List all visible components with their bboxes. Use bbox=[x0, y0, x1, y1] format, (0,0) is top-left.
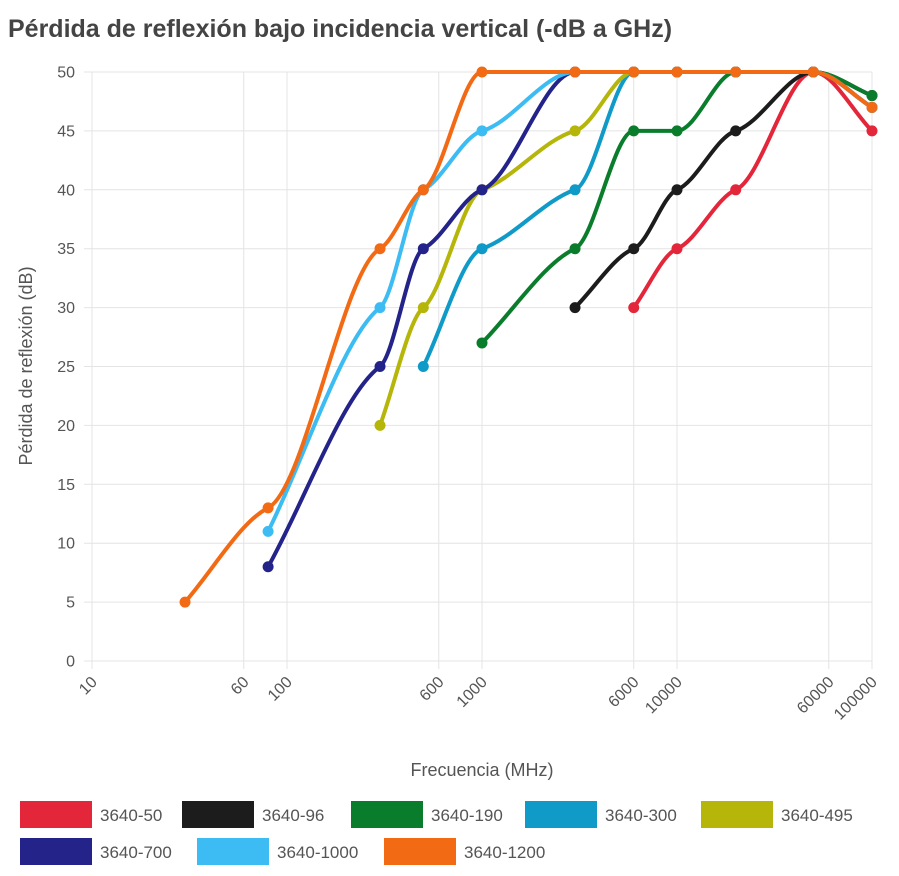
data-point[interactable] bbox=[476, 184, 488, 196]
series-3640-300 bbox=[417, 66, 878, 372]
legend-swatch bbox=[384, 838, 456, 865]
y-tick-label: 40 bbox=[57, 182, 75, 199]
y-tick-label: 25 bbox=[57, 359, 75, 376]
data-point[interactable] bbox=[417, 302, 429, 314]
x-tick-label: 10000 bbox=[642, 674, 686, 718]
data-point[interactable] bbox=[866, 125, 878, 137]
x-tick-label: 60 bbox=[228, 674, 253, 699]
series-3640-1200 bbox=[179, 66, 878, 608]
data-point[interactable] bbox=[262, 525, 274, 537]
legend-label: 3640-96 bbox=[262, 806, 324, 825]
data-point[interactable] bbox=[807, 66, 819, 78]
legend-item[interactable]: 3640-96 bbox=[182, 801, 324, 828]
legend-swatch bbox=[701, 801, 773, 828]
data-point[interactable] bbox=[628, 125, 640, 137]
legend-swatch bbox=[197, 838, 269, 865]
data-point[interactable] bbox=[569, 302, 581, 314]
x-axis-label: Frecuencia (MHz) bbox=[410, 760, 553, 780]
data-point[interactable] bbox=[671, 243, 683, 255]
legend-label: 3640-300 bbox=[605, 806, 677, 825]
series-line bbox=[421, 69, 874, 369]
data-point[interactable] bbox=[374, 361, 386, 372]
data-point[interactable] bbox=[476, 243, 488, 255]
data-point[interactable] bbox=[417, 243, 429, 255]
x-tick-label: 10 bbox=[76, 674, 101, 699]
y-tick-label: 45 bbox=[57, 123, 75, 140]
y-axis-label: Pérdida de reflexión (dB) bbox=[16, 266, 36, 465]
x-tick-label: 100 bbox=[265, 674, 296, 705]
data-point[interactable] bbox=[569, 66, 581, 78]
data-point[interactable] bbox=[476, 66, 488, 78]
data-point[interactable] bbox=[262, 502, 274, 514]
series-line bbox=[631, 70, 874, 310]
data-point[interactable] bbox=[730, 125, 742, 137]
legend-label: 3640-700 bbox=[100, 843, 172, 862]
data-point[interactable] bbox=[671, 66, 683, 78]
y-axis-ticks: 0 5 10 15 20 25 30 35 40 45 50 bbox=[57, 65, 75, 671]
y-tick-label: 20 bbox=[57, 418, 75, 435]
chart-title: Pérdida de reflexión bajo incidencia ver… bbox=[8, 15, 672, 43]
legend-swatch bbox=[351, 801, 423, 828]
x-tick-label: 100000 bbox=[831, 674, 881, 724]
data-point[interactable] bbox=[671, 125, 683, 137]
legend-item[interactable]: 3640-700 bbox=[20, 838, 172, 865]
data-point[interactable] bbox=[628, 66, 640, 78]
data-point[interactable] bbox=[476, 337, 488, 349]
grid bbox=[84, 71, 873, 669]
data-point[interactable] bbox=[569, 125, 581, 137]
legend-item[interactable]: 3640-300 bbox=[525, 801, 677, 828]
legend-swatch bbox=[20, 801, 92, 828]
data-point[interactable] bbox=[569, 243, 581, 255]
data-point[interactable] bbox=[628, 302, 640, 314]
x-tick-label: 6000 bbox=[605, 674, 642, 711]
x-tick-label: 600 bbox=[417, 674, 448, 705]
legend-item[interactable]: 3640-1200 bbox=[384, 838, 545, 865]
series-line bbox=[266, 69, 874, 534]
series-line bbox=[266, 69, 874, 569]
y-tick-label: 15 bbox=[57, 477, 75, 494]
legend-swatch bbox=[525, 801, 597, 828]
data-point[interactable] bbox=[628, 243, 640, 255]
y-tick-label: 50 bbox=[57, 65, 75, 82]
data-point[interactable] bbox=[374, 302, 386, 314]
y-tick-label: 30 bbox=[57, 300, 75, 317]
data-point[interactable] bbox=[179, 596, 191, 608]
legend-swatch bbox=[182, 801, 254, 828]
data-point[interactable] bbox=[476, 125, 488, 137]
data-point[interactable] bbox=[374, 419, 386, 431]
data-point[interactable] bbox=[374, 243, 386, 255]
x-tick-label: 1000 bbox=[454, 674, 491, 711]
data-point[interactable] bbox=[730, 66, 742, 78]
legend: 3640-50 3640-96 3640-190 3640-300 3640-495 36… bbox=[20, 801, 853, 865]
y-tick-label: 0 bbox=[66, 654, 75, 671]
legend-label: 3640-50 bbox=[100, 806, 162, 825]
data-point[interactable] bbox=[671, 184, 683, 196]
data-point[interactable] bbox=[866, 101, 878, 113]
data-point[interactable] bbox=[417, 361, 429, 372]
data-point[interactable] bbox=[866, 90, 878, 102]
series-lines bbox=[179, 66, 878, 608]
data-point[interactable] bbox=[730, 184, 742, 196]
legend-item[interactable]: 3640-190 bbox=[351, 801, 503, 828]
legend-label: 3640-495 bbox=[781, 806, 853, 825]
series-3640-1000 bbox=[262, 66, 878, 537]
legend-label: 3640-1000 bbox=[277, 843, 358, 862]
data-point[interactable] bbox=[262, 561, 274, 573]
y-tick-label: 5 bbox=[66, 595, 75, 612]
y-tick-label: 35 bbox=[57, 241, 75, 258]
legend-label: 3640-1200 bbox=[464, 843, 545, 862]
legend-item[interactable]: 3640-50 bbox=[20, 801, 162, 828]
legend-swatch bbox=[20, 838, 92, 865]
y-tick-label: 10 bbox=[57, 536, 75, 553]
data-point[interactable] bbox=[417, 184, 429, 196]
legend-item[interactable]: 3640-495 bbox=[701, 801, 853, 828]
legend-label: 3640-190 bbox=[431, 806, 503, 825]
legend-item[interactable]: 3640-1000 bbox=[197, 838, 358, 865]
data-point[interactable] bbox=[569, 184, 581, 196]
series-line bbox=[183, 69, 874, 605]
series-3640-700 bbox=[262, 66, 878, 573]
